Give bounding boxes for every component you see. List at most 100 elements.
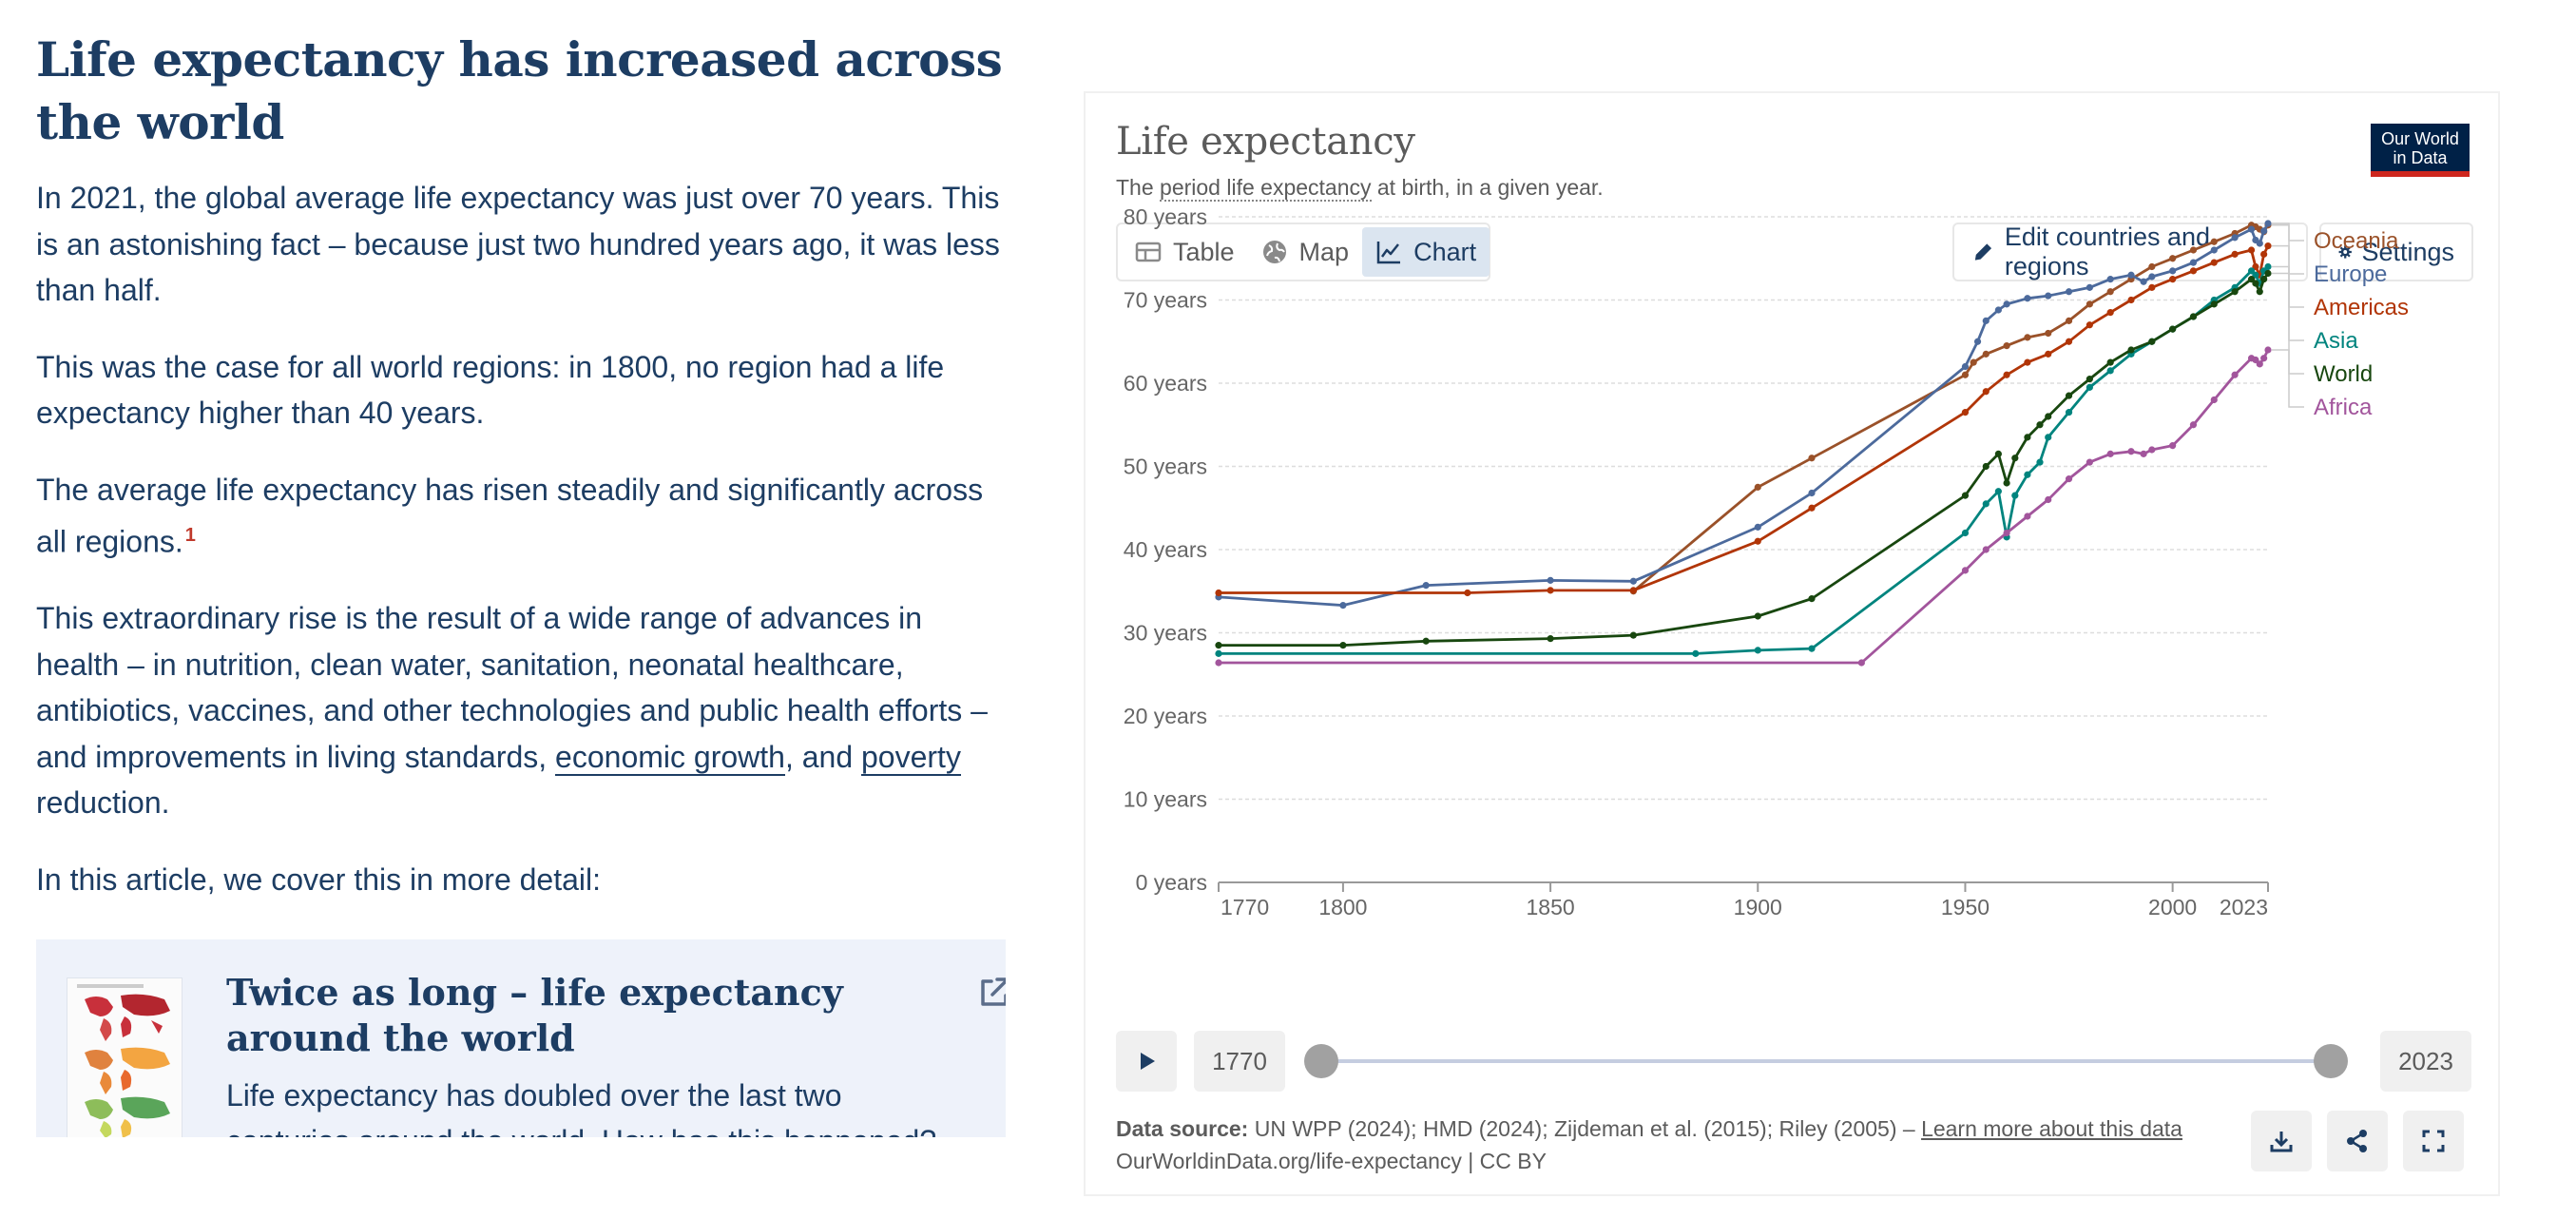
data-point-europe	[2210, 246, 2218, 254]
poverty-link[interactable]: poverty	[861, 739, 961, 776]
data-point-world	[1808, 595, 1816, 603]
data-point-world	[2189, 313, 2198, 320]
view-tabs: Table Map Chart	[1116, 223, 1490, 281]
paragraph-4-part-c: reduction.	[36, 785, 170, 821]
data-point-americas	[2045, 350, 2052, 358]
data-point-africa	[2260, 355, 2268, 362]
data-point-europe	[1754, 523, 1761, 531]
external-link-icon[interactable]	[975, 974, 1006, 1012]
settings-button[interactable]: Settings	[2319, 223, 2473, 281]
data-point-world	[1422, 637, 1430, 645]
data-point-asia	[1961, 529, 1970, 537]
data-point-africa	[2065, 475, 2073, 483]
owid-logo[interactable]: Our World in Data	[2371, 124, 2470, 177]
data-point-africa	[2086, 458, 2093, 466]
play-button[interactable]	[1116, 1031, 1177, 1092]
data-source: Data source: UN WPP (2024); HMD (2024); …	[1116, 1113, 2182, 1145]
data-point-world	[1994, 450, 2002, 457]
series-line-asia	[1219, 265, 2269, 655]
data-point-africa	[2024, 513, 2031, 520]
x-tick-label: 2023	[2220, 895, 2268, 919]
data-point-americas	[2264, 242, 2272, 250]
paragraph-4-part-a: This extraordinary rise is the result of…	[36, 601, 988, 774]
legend-connector	[2272, 244, 2304, 308]
data-point-world	[2127, 346, 2135, 354]
chart-url[interactable]: OurWorldinData.org/life-expectancy | CC …	[1116, 1149, 1547, 1173]
timeline-start-label[interactable]: 1770	[1194, 1031, 1285, 1092]
y-tick-label: 50 years	[1124, 455, 1207, 479]
timeline-end-handle[interactable]	[2314, 1044, 2348, 1078]
article-body: Life expectancy has increased across the…	[36, 29, 1008, 933]
data-point-americas	[1961, 409, 1970, 416]
related-article-card[interactable]: Twice as long – life expectancy around t…	[36, 939, 1006, 1137]
data-point-americas	[2106, 309, 2114, 317]
data-point-asia	[2247, 267, 2256, 275]
tab-table[interactable]: Table	[1122, 227, 1248, 277]
chart-subtitle: The period life expectancy at birth, in …	[1116, 175, 1604, 202]
data-point-europe	[1808, 489, 1816, 497]
globe-icon	[1262, 241, 1286, 263]
data-point-world	[1754, 612, 1761, 620]
data-point-africa	[1857, 659, 1865, 667]
legend-connector	[2272, 265, 2304, 341]
data-point-europe	[1973, 338, 1982, 345]
data-point-oceania	[2210, 238, 2218, 245]
timeline-end-label[interactable]: 2023	[2380, 1031, 2471, 1092]
data-point-asia	[2065, 409, 2073, 416]
logo-line-1: Our World	[2381, 129, 2459, 148]
y-tick-label: 40 years	[1124, 537, 1207, 562]
data-point-world	[2003, 479, 2010, 487]
economic-growth-link[interactable]: economic growth	[555, 739, 785, 776]
download-button[interactable]	[2251, 1111, 2312, 1171]
data-point-world	[2045, 413, 2052, 420]
data-point-world	[2086, 376, 2093, 383]
series-line-americas	[1219, 244, 2270, 594]
data-point-africa	[2148, 446, 2156, 454]
data-point-europe	[2106, 276, 2114, 283]
data-point-americas	[2247, 246, 2256, 254]
data-point-oceania	[1970, 358, 1977, 366]
data-point-world	[1547, 635, 1554, 643]
data-point-world	[2024, 434, 2031, 441]
data-point-europe	[2140, 278, 2147, 285]
y-tick-label: 20 years	[1124, 704, 1207, 728]
data-point-oceania	[2024, 334, 2031, 341]
paragraph-5: In this article, we cover this in more d…	[36, 861, 602, 897]
data-point-europe	[2256, 240, 2263, 247]
subtitle-prefix: The	[1116, 175, 1161, 200]
table-icon	[1135, 242, 1162, 262]
data-point-europe	[1339, 602, 1347, 610]
data-point-americas	[2189, 267, 2198, 275]
data-point-africa	[1215, 659, 1222, 667]
tab-map[interactable]: Map	[1248, 227, 1363, 277]
timeline-start-handle[interactable]	[1304, 1044, 1338, 1078]
data-point-americas	[2148, 283, 2156, 291]
learn-more-link[interactable]: Learn more about this data	[1921, 1116, 2182, 1141]
paragraph-4-part-b: , and	[784, 739, 861, 774]
data-point-africa	[2127, 448, 2135, 455]
data-point-asia	[1808, 645, 1816, 652]
tab-table-label: Table	[1173, 237, 1235, 266]
article-title: Life expectancy has increased across the…	[36, 31, 1003, 150]
data-point-asia	[1754, 647, 1761, 654]
chart-footer: Data source: UN WPP (2024); HMD (2024); …	[1116, 1113, 2182, 1177]
data-point-africa	[2169, 442, 2177, 450]
data-point-world	[1339, 642, 1347, 649]
timeline-slider-track[interactable]	[1321, 1059, 2331, 1063]
share-button[interactable]	[2327, 1111, 2388, 1171]
data-source-label: Data source:	[1116, 1116, 1249, 1141]
data-point-europe	[2045, 292, 2052, 300]
tab-chart[interactable]: Chart	[1362, 227, 1490, 277]
data-point-oceania	[2065, 317, 2073, 324]
footnote-ref[interactable]: 1	[184, 525, 196, 546]
period-life-expectancy-link[interactable]: period life expectancy	[1160, 175, 1372, 202]
share-icon	[2347, 1130, 2367, 1152]
data-point-americas	[2260, 250, 2268, 258]
data-point-oceania	[2086, 300, 2093, 308]
data-point-world	[2252, 280, 2259, 287]
data-point-europe	[2189, 259, 2198, 266]
fullscreen-button[interactable]	[2403, 1111, 2464, 1171]
edit-countries-label: Edit countries and regions	[2004, 223, 2211, 281]
line-chart: 0 years 10 years 20 years 30 years 40 years 5…	[1124, 204, 2409, 919]
card-title[interactable]: Twice as long – life expectancy around t…	[226, 971, 843, 1059]
